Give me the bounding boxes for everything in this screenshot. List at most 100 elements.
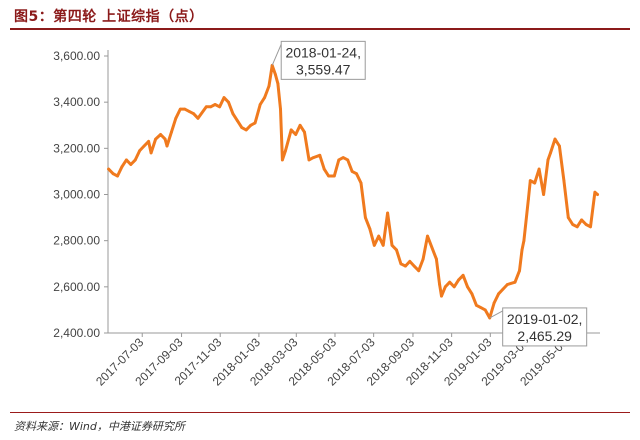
data-point — [364, 216, 367, 220]
data-point — [218, 105, 222, 109]
data-point — [267, 84, 271, 88]
data-point — [284, 149, 287, 153]
data-point — [142, 144, 146, 148]
data-point — [527, 197, 530, 201]
data-point — [159, 133, 163, 136]
data-point — [303, 130, 306, 134]
data-point — [174, 116, 178, 120]
data-point — [518, 269, 521, 273]
y-tick-label: 2,800.00 — [53, 234, 100, 248]
data-point — [417, 269, 421, 273]
annotation-leader — [271, 44, 282, 66]
y-tick-label: 3,400.00 — [53, 95, 100, 109]
data-point — [475, 303, 478, 307]
annotation-box — [280, 40, 366, 80]
data-point — [138, 149, 142, 153]
data-point — [337, 158, 341, 162]
data-point — [520, 248, 524, 252]
data-point — [589, 225, 592, 229]
data-point — [377, 234, 381, 238]
data-point — [209, 105, 213, 109]
data-point — [258, 103, 262, 106]
data-point — [149, 151, 153, 155]
data-point — [408, 260, 412, 263]
data-point — [192, 112, 196, 116]
data-point — [332, 174, 336, 178]
data-point — [372, 243, 376, 247]
y-axis-tick-labels: 3,600.00 3,400.00 3,200.00 3,000.00 2,800.00… — [53, 49, 100, 340]
data-point — [584, 223, 588, 226]
data-point — [307, 158, 311, 162]
data-point — [558, 144, 561, 148]
data-point — [368, 227, 372, 231]
data-point — [435, 257, 438, 261]
footer-divider — [10, 412, 630, 413]
data-point — [312, 156, 315, 160]
data-point — [443, 285, 447, 289]
annotation-layer: 2018-01-24,3,559.47 2019-01-02,2,465.29 — [271, 40, 588, 347]
data-point — [566, 216, 570, 220]
data-point — [562, 179, 566, 183]
y-tick-label: 2,400.00 — [53, 326, 100, 340]
data-point — [528, 179, 532, 183]
annotation-date: 2019-01-02, — [507, 311, 583, 327]
data-point — [426, 234, 429, 238]
data-point — [263, 96, 266, 99]
data-point — [346, 158, 350, 162]
data-point — [522, 239, 526, 243]
data-point — [129, 163, 133, 166]
data-point — [276, 82, 280, 86]
data-point — [546, 158, 550, 162]
data-point — [404, 264, 407, 268]
data-point — [421, 257, 425, 261]
data-point — [298, 123, 302, 127]
data-point — [355, 172, 358, 176]
data-point — [125, 158, 128, 162]
data-point — [154, 137, 158, 141]
data-point — [483, 308, 487, 312]
annotation-date: 2018-01-24, — [285, 44, 361, 60]
data-point — [196, 116, 200, 120]
data-point — [289, 128, 293, 132]
data-point — [231, 112, 235, 116]
data-point — [178, 107, 182, 111]
data-point — [240, 126, 244, 129]
data-point — [492, 301, 496, 305]
data-point — [513, 280, 517, 284]
data-point — [187, 110, 191, 113]
data-point — [341, 156, 345, 160]
data-point — [253, 121, 257, 125]
data-point — [107, 167, 110, 171]
data-point — [281, 158, 284, 162]
data-point — [580, 218, 583, 222]
data-point — [279, 107, 282, 111]
data-point — [575, 225, 579, 229]
title-divider — [10, 28, 630, 30]
annotation-value: 3,559.47 — [296, 61, 351, 77]
data-point — [381, 243, 385, 247]
data-point — [448, 280, 452, 284]
data-point — [479, 306, 483, 309]
x-axis-tick-labels: 2017-07-032017-09-032017-11-032018-01-03… — [93, 335, 571, 389]
data-point — [322, 167, 326, 171]
data-point — [466, 285, 469, 289]
data-point — [549, 151, 552, 155]
data-point — [133, 158, 137, 162]
data-point — [571, 223, 575, 226]
data-point — [553, 137, 557, 141]
data-point — [111, 172, 115, 176]
data-point — [147, 140, 151, 143]
data-point — [506, 283, 509, 286]
data-point — [399, 262, 403, 266]
data-point — [116, 174, 119, 178]
data-point — [249, 123, 253, 127]
data-point — [170, 130, 173, 134]
y-tick-label: 3,200.00 — [53, 141, 100, 155]
data-point — [470, 292, 474, 296]
data-point — [327, 174, 330, 178]
annotation-leader — [489, 310, 503, 319]
annotation-value: 2,465.29 — [517, 328, 572, 344]
chart-axes — [104, 50, 600, 337]
data-point — [461, 273, 465, 277]
data-point — [386, 211, 389, 215]
